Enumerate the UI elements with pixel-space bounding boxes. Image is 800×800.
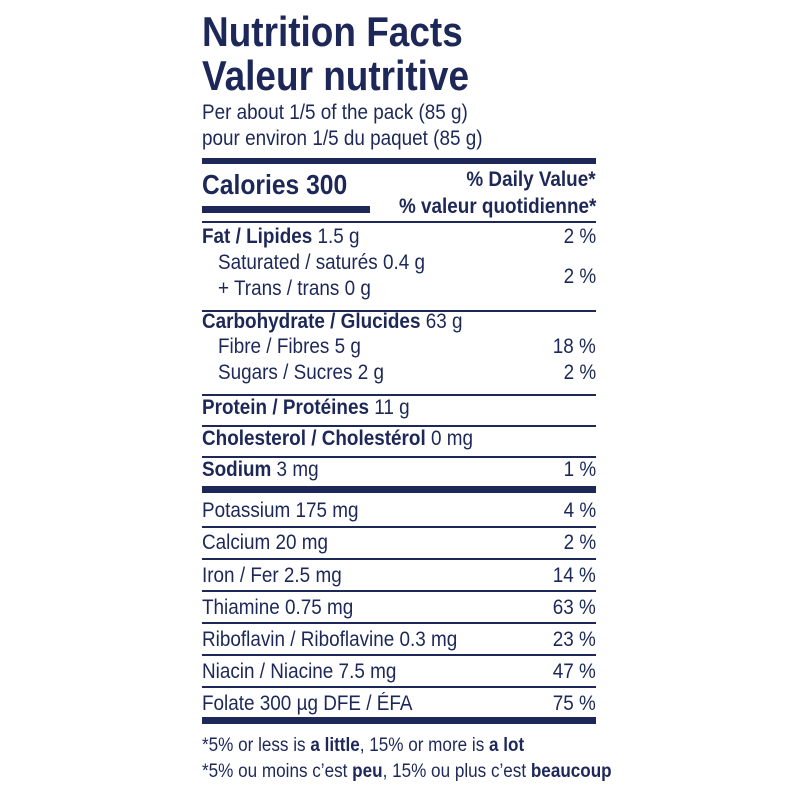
footnote-line: *5% or less is a little, 15% or more is … <box>202 734 524 758</box>
nutrient-name: Fat / Lipides <box>202 225 313 248</box>
nutrient: Fat / Lipides 1.5 g <box>202 225 360 249</box>
nutrient-name: Carbohydrate / Glucides <box>202 310 421 333</box>
daily-value-percent: 63 % <box>552 596 596 619</box>
rule <box>202 686 596 688</box>
nutrient-name: Cholesterol / Cholestérol <box>202 427 426 450</box>
footnote-text: *5% ou moins c’est <box>202 761 353 782</box>
rule <box>202 221 596 223</box>
nutrient-name: Potassium 175 mg <box>202 499 359 522</box>
nutrient-name: Protein / Protéines <box>202 396 369 419</box>
nutrient: Carbohydrate / Glucides 63 g <box>202 310 463 334</box>
footnote-text: a lot <box>489 735 525 756</box>
nutrient-amount: 0 mg <box>430 427 473 450</box>
nutrient-name: Niacin / Niacine 7.5 mg <box>202 660 397 683</box>
daily-value-percent: 23 % <box>552 628 596 651</box>
footnote-text: , 15% or more is <box>359 735 490 756</box>
nutrient: Calcium 20 mg <box>202 531 328 555</box>
daily-value-percent: 75 % <box>552 692 596 715</box>
title-fr: Valeur nutritive <box>202 52 470 99</box>
nutrient: Sodium 3 mg <box>202 458 319 482</box>
nutrient-amount: 11 g <box>374 396 410 419</box>
nutrient-name: Calcium 20 mg <box>202 531 329 554</box>
nutrient: Iron / Fer 2.5 mg <box>202 564 342 588</box>
rule <box>202 456 596 458</box>
nutrient-name: Sodium <box>202 458 272 481</box>
serving-fr: pour environ 1/5 du paquet (85 g) <box>202 127 483 150</box>
footnote-line: *5% ou moins c’est peu, 15% ou plus c’es… <box>202 760 612 784</box>
rule <box>202 310 596 312</box>
nutrient: + Trans / trans 0 g <box>218 277 371 301</box>
rule <box>202 486 596 493</box>
nutrient-amount: 1.5 g <box>317 225 360 248</box>
daily-value-percent: 2 % <box>563 225 596 248</box>
daily-value-percent: 2 % <box>563 265 596 288</box>
footnote-text: peu <box>352 761 383 782</box>
nutrient-name: Saturated / saturés 0.4 g <box>218 251 425 274</box>
nutrient: Potassium 175 mg <box>202 499 359 523</box>
nutrient: Riboflavin / Riboflavine 0.3 mg <box>202 628 457 652</box>
nutrient-name: Thiamine 0.75 mg <box>202 596 354 619</box>
nutrient: Protein / Protéines 11 g <box>202 396 410 420</box>
nutrient-name: Sugars / Sucres 2 g <box>218 361 384 384</box>
rule <box>202 425 596 427</box>
nutrient-name: Iron / Fer 2.5 mg <box>202 564 342 587</box>
daily-value-fr: % valeur quotidienne* <box>398 195 596 218</box>
nutrient-name: Riboflavin / Riboflavine 0.3 mg <box>202 628 458 651</box>
daily-value: % Daily Value* <box>466 168 596 191</box>
daily-value-percent: 1 % <box>563 458 596 481</box>
daily-value-percent: 2 % <box>563 361 596 384</box>
nutrient: Saturated / saturés 0.4 g <box>218 251 425 275</box>
rule <box>202 590 596 592</box>
calories: Calories 300 <box>202 169 348 200</box>
nutrient: Fibre / Fibres 5 g <box>218 335 361 359</box>
footnote-text: beaucoup <box>530 761 612 782</box>
nutrient-name: + Trans / trans 0 g <box>218 277 371 300</box>
daily-value-percent: 18 % <box>552 335 596 358</box>
footnote-text: , 15% ou plus c’est <box>382 761 531 782</box>
nutrient-amount: 63 g <box>425 310 463 333</box>
rule <box>202 526 596 528</box>
footnote-text: *5% or less is <box>202 735 311 756</box>
nutrient-amount: 3 mg <box>276 458 319 481</box>
title: Nutrition Facts <box>202 8 463 55</box>
daily-value-percent: 4 % <box>563 499 596 522</box>
daily-value-percent: 47 % <box>552 660 596 683</box>
rule <box>202 558 596 560</box>
nutrient: Cholesterol / Cholestérol 0 mg <box>202 427 473 451</box>
rule <box>202 717 596 724</box>
rule <box>202 622 596 624</box>
rule <box>202 158 596 164</box>
nutrient: Sugars / Sucres 2 g <box>218 361 384 385</box>
rule <box>202 394 596 396</box>
nutrient: Niacin / Niacine 7.5 mg <box>202 660 396 684</box>
serving: Per about 1/5 of the pack (85 g) <box>202 101 468 124</box>
rule <box>202 654 596 656</box>
nutrient: Thiamine 0.75 mg <box>202 596 353 620</box>
daily-value-percent: 2 % <box>563 531 596 554</box>
nutrient-name: Fibre / Fibres 5 g <box>218 335 361 358</box>
nutrient-name: Folate 300 µg DFE / ÉFA <box>202 692 413 715</box>
rule <box>202 206 370 213</box>
footnote-text: a little <box>310 735 360 756</box>
nutrient: Folate 300 µg DFE / ÉFA <box>202 692 412 716</box>
daily-value-percent: 14 % <box>552 564 596 587</box>
